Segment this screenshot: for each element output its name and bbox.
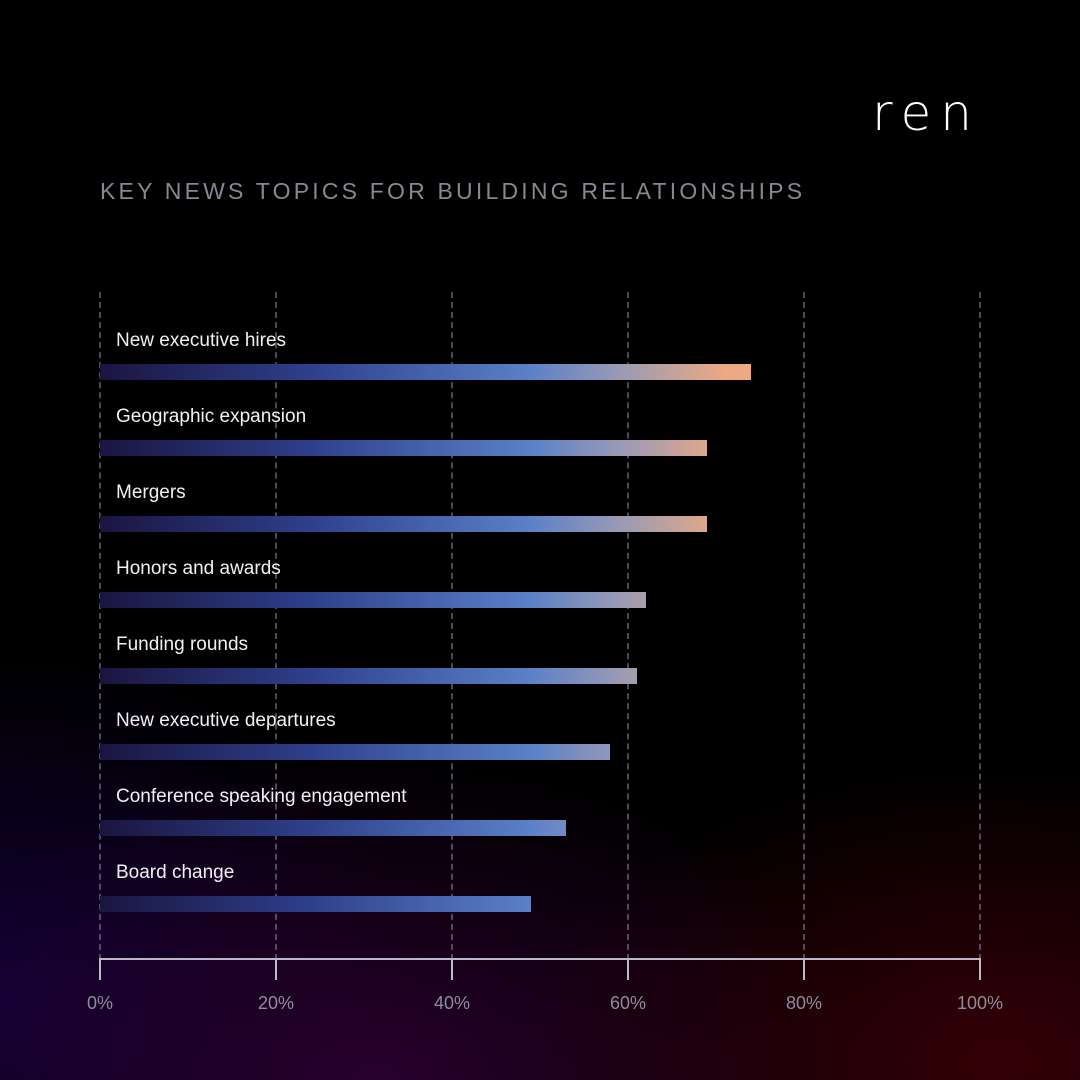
bar-label: Geographic expansion (116, 406, 307, 427)
bar (100, 668, 637, 684)
chart-title: KEY NEWS TOPICS FOR BUILDING RELATIONSHI… (100, 178, 806, 204)
bar-row: Conference speaking engagement (100, 748, 980, 836)
bar-label: New executive departures (116, 710, 336, 731)
x-axis-tick-label: 20% (257, 993, 295, 1013)
x-axis-tick-label: 40% (433, 993, 471, 1013)
gridline (99, 292, 101, 960)
bar (100, 592, 646, 608)
bar-label: Board change (116, 862, 235, 883)
brand-logo: ren (872, 84, 981, 142)
bar (100, 516, 708, 532)
x-axis-tick-label: 100% (956, 993, 1004, 1013)
bar-label: Funding rounds (116, 634, 249, 655)
bar (100, 820, 567, 836)
gridline (275, 292, 277, 960)
bar (100, 364, 752, 380)
x-axis-tick (627, 958, 629, 980)
bar-row: Funding rounds (100, 596, 980, 684)
bar-row: Honors and awards (100, 520, 980, 608)
bar-label: New executive hires (116, 330, 287, 351)
x-axis-tick (275, 958, 277, 980)
bar-row: Mergers (100, 444, 980, 532)
bar (100, 896, 532, 912)
bar (100, 440, 708, 456)
x-axis-tick-label: 0% (86, 993, 114, 1013)
bar-label: Conference speaking engagement (116, 786, 407, 807)
gridline (627, 292, 629, 960)
gridline (803, 292, 805, 960)
bar (100, 744, 611, 760)
x-axis-tick (99, 958, 101, 980)
bar-row: Geographic expansion (100, 368, 980, 456)
plot-area: New executive hires Geographic expansion M… (99, 292, 981, 960)
x-axis-line (100, 958, 980, 960)
gridline (451, 292, 453, 960)
bar-row: New executive hires (100, 292, 980, 380)
bar-label: Mergers (116, 482, 186, 503)
x-axis-tick (803, 958, 805, 980)
bar-label: Honors and awards (116, 558, 281, 579)
bar-row: New executive departures (100, 672, 980, 760)
gridline (979, 292, 981, 960)
x-axis-tick (979, 958, 981, 980)
bar-row: Board change (100, 824, 980, 912)
x-axis-tick (451, 958, 453, 980)
x-axis-tick-label: 60% (609, 993, 647, 1013)
x-axis-tick-label: 80% (785, 993, 823, 1013)
